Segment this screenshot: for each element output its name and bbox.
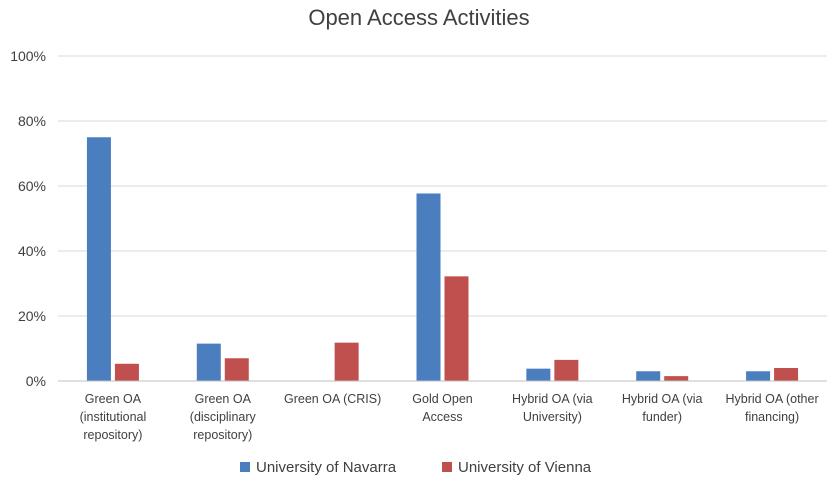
x-category-label: Green OA [85, 392, 142, 406]
bar-navarra-0 [86, 137, 111, 381]
x-category-label: (institutional [80, 410, 147, 424]
bar-vienna-2 [334, 342, 359, 381]
y-axis-ticks: 0% 20% 40% 60% 80% 100% [10, 48, 46, 389]
x-category-label: (disciplinary [190, 410, 257, 424]
x-category-label: Hybrid OA (via [622, 392, 703, 406]
x-category-label: Green OA (CRIS) [284, 392, 381, 406]
x-category-label: Access [422, 410, 462, 424]
gridlines [58, 55, 827, 317]
x-category-label: Hybrid OA (via [512, 392, 593, 406]
bar-navarra-3 [416, 193, 441, 381]
legend-label: University of Vienna [458, 459, 592, 476]
bar-navarra-4 [526, 368, 551, 381]
bar-vienna-6 [774, 368, 799, 381]
chart-title: Open Access Activities [308, 5, 529, 30]
bar-vienna-5 [664, 376, 689, 381]
legend-label: University of Navarra [256, 459, 397, 476]
x-category-label: Green OA [195, 392, 252, 406]
bar-navarra-6 [746, 371, 771, 381]
x-category-label: Hybrid OA (other [726, 392, 819, 406]
bar-navarra-5 [636, 371, 661, 381]
bar-vienna-4 [554, 359, 579, 381]
x-category-label: funder) [642, 410, 682, 424]
x-category-label: financing) [745, 410, 799, 424]
x-category-label: repository) [193, 428, 252, 442]
x-category-label: Gold Open [412, 392, 473, 406]
y-tick-label: 20% [18, 308, 46, 324]
y-tick-label: 60% [18, 178, 46, 194]
bars [86, 137, 799, 381]
y-tick-label: 0% [26, 373, 46, 389]
legend-swatch [442, 462, 452, 472]
x-category-label: repository) [83, 428, 142, 442]
y-tick-label: 100% [10, 48, 46, 64]
bar-vienna-1 [224, 358, 249, 381]
bar-vienna-0 [114, 363, 139, 381]
legend-swatch [240, 462, 250, 472]
y-tick-label: 40% [18, 243, 46, 259]
bar-vienna-3 [444, 276, 469, 381]
x-axis-category-labels: Green OA (institutional repository) Green O… [80, 392, 819, 442]
bar-navarra-1 [196, 343, 221, 381]
x-category-label: University) [523, 410, 582, 424]
y-tick-label: 80% [18, 113, 46, 129]
legend: University of Navarra University of Vienn… [240, 459, 592, 476]
